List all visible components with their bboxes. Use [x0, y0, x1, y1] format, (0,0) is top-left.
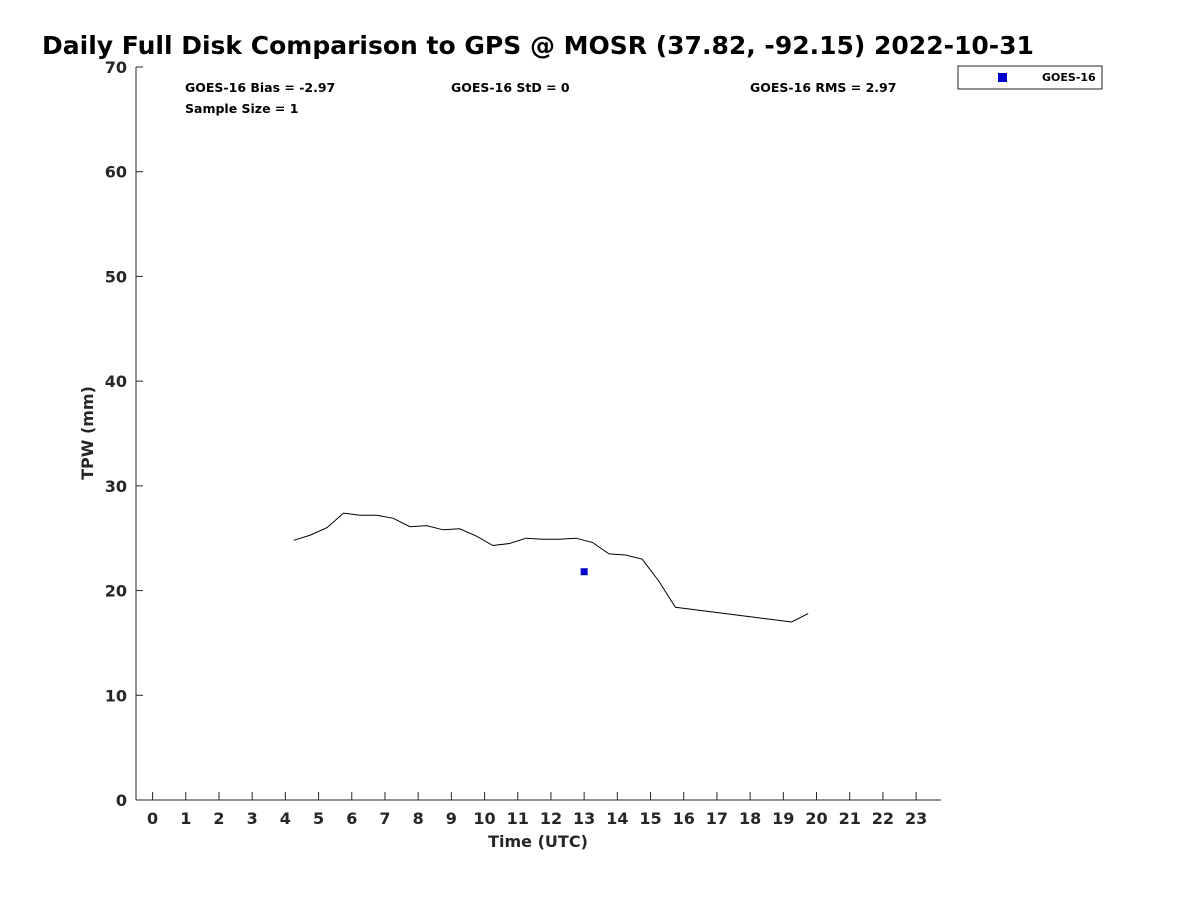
rms-stat: GOES-16 RMS = 2.97 — [750, 80, 896, 95]
x-tick-label: 23 — [905, 809, 927, 828]
x-tick-label: 13 — [573, 809, 595, 828]
x-tick-label: 8 — [413, 809, 424, 828]
y-axis-ticks: 0 10 20 30 40 50 60 70 — [105, 58, 143, 810]
x-tick-label: 4 — [280, 809, 291, 828]
y-axis-label: TPW (mm) — [78, 386, 97, 480]
x-tick-label: 18 — [739, 809, 761, 828]
x-tick-label: 11 — [507, 809, 529, 828]
x-tick-label: 22 — [872, 809, 894, 828]
x-tick-label: 7 — [379, 809, 390, 828]
series-layer — [293, 512, 809, 623]
y-tick-label: 0 — [116, 791, 127, 810]
x-tick-label: 20 — [805, 809, 827, 828]
bias-stat: GOES-16 Bias = -2.97 — [185, 80, 335, 95]
x-tick-label: 9 — [446, 809, 457, 828]
gps-tpw-line — [293, 512, 809, 623]
x-tick-label: 14 — [606, 809, 628, 828]
x-tick-label: 2 — [213, 809, 224, 828]
x-tick-label: 16 — [673, 809, 695, 828]
x-tick-label: 12 — [540, 809, 562, 828]
y-tick-label: 10 — [105, 686, 127, 705]
stats-annotations: GOES-16 Bias = -2.97 GOES-16 StD = 0 GOE… — [185, 80, 896, 116]
y-tick-label: 50 — [105, 267, 127, 286]
x-tick-label: 21 — [839, 809, 861, 828]
goes16-data-point — [580, 568, 588, 576]
y-tick-label: 30 — [105, 477, 127, 496]
chart-title: Daily Full Disk Comparison to GPS @ MOSR… — [42, 31, 1034, 60]
y-tick-label: 60 — [105, 163, 127, 182]
y-tick-label: 20 — [105, 582, 127, 601]
x-tick-label: 3 — [247, 809, 258, 828]
x-tick-label: 15 — [639, 809, 661, 828]
x-axis-label: Time (UTC) — [488, 832, 588, 851]
legend-box — [957, 65, 1103, 90]
x-tick-label: 1 — [180, 809, 191, 828]
x-tick-label: 17 — [706, 809, 728, 828]
x-tick-label: 0 — [147, 809, 158, 828]
sample-size-stat: Sample Size = 1 — [185, 101, 298, 116]
x-tick-label: 19 — [772, 809, 794, 828]
y-tick-label: 70 — [105, 58, 127, 77]
x-axis-ticks: 0 1 2 3 4 5 6 7 8 9 10 11 12 13 14 15 16 17 18 19 20 21 22 23 — [147, 792, 927, 828]
std-stat: GOES-16 StD = 0 — [451, 80, 570, 95]
legend: GOES-16 — [957, 65, 1103, 90]
y-tick-label: 40 — [105, 372, 127, 391]
legend-label-goes16: GOES-16 — [1042, 71, 1096, 84]
x-tick-label: 10 — [473, 809, 495, 828]
legend-marker-goes16 — [998, 73, 1007, 82]
x-tick-label: 5 — [313, 809, 324, 828]
x-tick-label: 6 — [346, 809, 357, 828]
